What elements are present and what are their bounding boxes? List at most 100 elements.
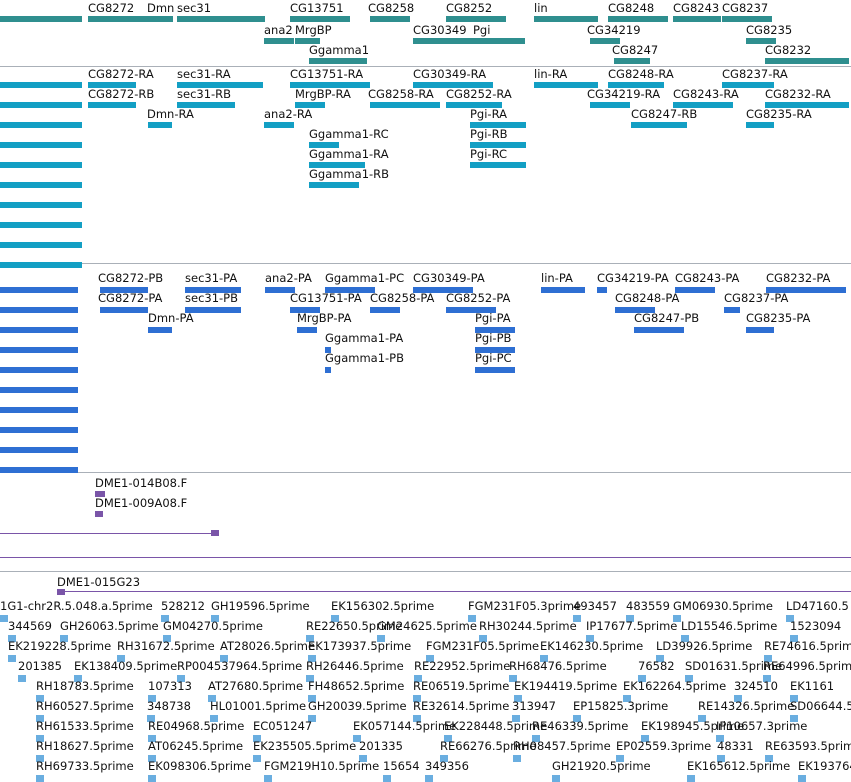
protein-label[interactable]: CG30349-PA	[413, 271, 485, 285]
rna-label[interactable]: CG30349-RA	[413, 67, 487, 81]
rna-label[interactable]: CG8272-RB	[88, 87, 155, 101]
est-label[interactable]: 528212	[161, 599, 205, 613]
est-label[interactable]: GH20039.5prime	[308, 699, 407, 713]
rna-label[interactable]: CG8243-RA	[673, 87, 739, 101]
rna-bar[interactable]	[446, 102, 502, 108]
est-label[interactable]: EK228448.5prime	[444, 719, 548, 733]
est-bar[interactable]	[573, 615, 581, 622]
est-bar[interactable]	[253, 735, 261, 742]
protein-bar[interactable]	[675, 287, 715, 293]
est-bar[interactable]	[798, 775, 806, 782]
est-bar[interactable]	[716, 735, 724, 742]
est-label[interactable]: 76582	[638, 659, 675, 673]
gene-bar[interactable]	[177, 16, 265, 22]
protein-bar[interactable]	[0, 467, 78, 473]
gene-label[interactable]: CG8237	[722, 1, 769, 15]
protein-label[interactable]: Ggamma1-PC	[325, 271, 405, 285]
gene-label[interactable]: Dmn	[147, 1, 175, 15]
est-label[interactable]: EK198945.5prime	[641, 719, 745, 733]
rna-bar[interactable]	[0, 262, 82, 268]
protein-bar[interactable]	[100, 307, 148, 313]
est-bar[interactable]	[60, 635, 68, 642]
est-label[interactable]: EK219228.5prime	[8, 639, 112, 653]
protein-bar[interactable]	[0, 447, 78, 453]
est-label[interactable]: 1523094	[790, 619, 842, 633]
est-label[interactable]: RE04968.5prime	[148, 719, 245, 733]
protein-bar[interactable]	[148, 327, 172, 333]
est-bar[interactable]	[532, 735, 540, 742]
protein-bar[interactable]	[185, 307, 241, 313]
est-bar[interactable]	[509, 675, 517, 682]
est-label[interactable]: FGM219H10.5prime	[264, 759, 380, 773]
est-bar[interactable]	[734, 695, 742, 702]
est-bar[interactable]	[673, 615, 681, 622]
gene-label[interactable]: Ggamma1	[309, 43, 370, 57]
protein-label[interactable]: CG8252-PA	[446, 291, 511, 305]
clone-bar[interactable]	[95, 491, 105, 497]
rna-label[interactable]: CG34219-RA	[587, 87, 661, 101]
protein-label[interactable]: CG8232-PA	[766, 271, 831, 285]
est-bar[interactable]	[413, 695, 421, 702]
est-bar[interactable]	[253, 755, 261, 762]
est-label[interactable]: 201335	[359, 739, 403, 753]
gene-bar[interactable]	[673, 16, 721, 22]
rna-bar[interactable]	[413, 82, 493, 88]
est-label[interactable]: EP02559.3prime	[616, 739, 712, 753]
rna-bar[interactable]	[309, 182, 359, 188]
est-label[interactable]: FGM231F05.5prime	[426, 639, 540, 653]
est-label[interactable]: IP10657.3prime	[716, 719, 808, 733]
gene-bar[interactable]	[446, 16, 506, 22]
rna-bar[interactable]	[534, 82, 598, 88]
rna-bar[interactable]	[470, 162, 526, 168]
rna-label[interactable]: CG8248-RA	[608, 67, 674, 81]
est-bar[interactable]	[359, 755, 367, 762]
gene-label[interactable]: CG30349	[413, 23, 467, 37]
est-bar[interactable]	[790, 635, 798, 642]
est-label[interactable]: RE22650.5prime	[306, 619, 403, 633]
protein-bar[interactable]	[541, 287, 585, 293]
est-bar[interactable]	[36, 775, 44, 782]
est-bar[interactable]	[414, 675, 422, 682]
est-bar[interactable]	[8, 635, 16, 642]
gene-bar[interactable]	[295, 38, 320, 44]
est-bar[interactable]	[308, 655, 316, 662]
est-bar[interactable]	[308, 715, 316, 722]
est-bar[interactable]	[36, 735, 44, 742]
protein-label[interactable]: MrgBP-PA	[297, 311, 352, 325]
est-label[interactable]: 483559	[626, 599, 670, 613]
rna-bar[interactable]	[590, 102, 630, 108]
est-bar[interactable]	[306, 635, 314, 642]
protein-label[interactable]: CG8248-PA	[615, 291, 680, 305]
protein-bar[interactable]	[724, 307, 740, 313]
rna-label[interactable]: CG8258-RA	[368, 87, 434, 101]
rna-label[interactable]: sec31-RB	[177, 87, 232, 101]
rna-bar[interactable]	[0, 122, 82, 128]
rna-bar[interactable]	[0, 202, 82, 208]
est-bar[interactable]	[264, 775, 272, 782]
est-bar[interactable]	[308, 695, 316, 702]
protein-bar[interactable]	[265, 287, 295, 293]
protein-bar[interactable]	[475, 327, 515, 333]
est-bar[interactable]	[36, 695, 44, 702]
est-bar[interactable]	[331, 615, 339, 622]
rna-label[interactable]: sec31-RA	[177, 67, 231, 81]
rna-bar[interactable]	[470, 142, 526, 148]
est-bar[interactable]	[148, 735, 156, 742]
protein-bar[interactable]	[615, 307, 655, 313]
protein-label[interactable]: Dmn-PA	[148, 311, 194, 325]
protein-label[interactable]: CG8243-PA	[675, 271, 740, 285]
protein-label[interactable]: Pgi-PB	[475, 331, 512, 345]
est-label[interactable]: GH19596.5prime	[211, 599, 310, 613]
rna-bar[interactable]	[177, 82, 263, 88]
est-bar[interactable]	[514, 695, 522, 702]
rna-bar[interactable]	[0, 162, 82, 168]
rna-label[interactable]: Ggamma1-RB	[309, 167, 390, 181]
protein-bar[interactable]	[0, 327, 78, 333]
gene-label[interactable]: CG34219	[587, 23, 641, 37]
protein-bar[interactable]	[446, 307, 496, 313]
rna-bar[interactable]	[0, 182, 82, 188]
est-bar[interactable]	[540, 655, 548, 662]
est-label[interactable]: HL01001.5prime	[210, 699, 307, 713]
est-bar[interactable]	[208, 695, 216, 702]
gene-bar[interactable]	[614, 58, 650, 64]
